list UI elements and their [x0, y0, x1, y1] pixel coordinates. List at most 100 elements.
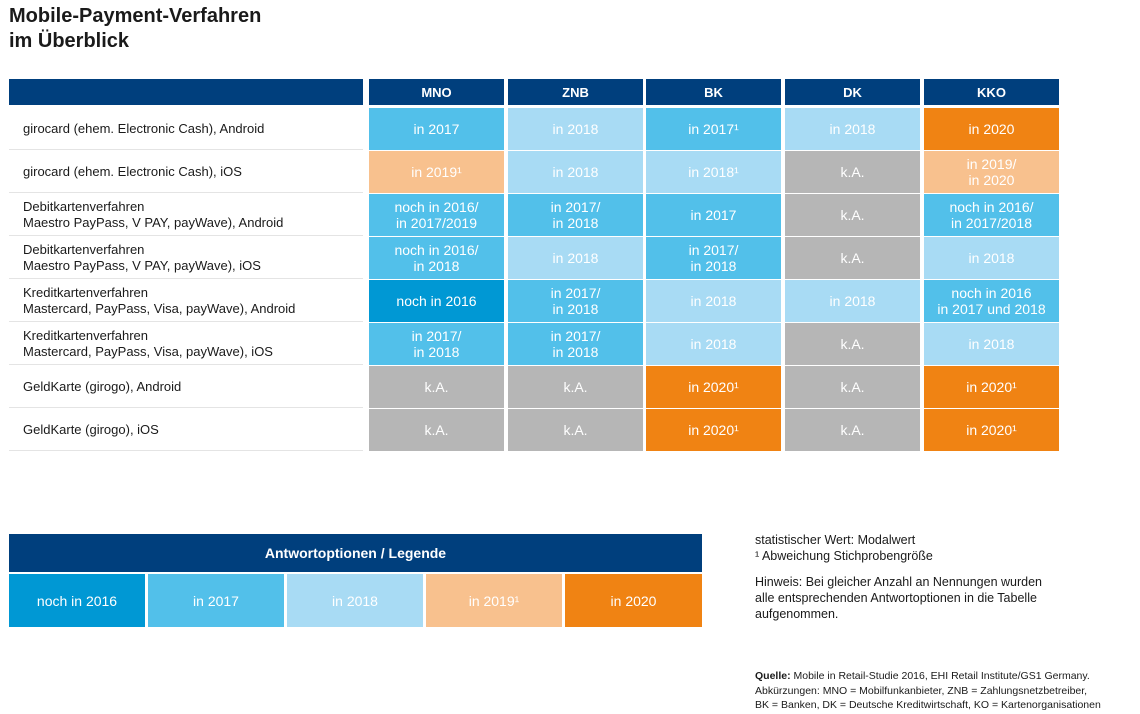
- table-cell: in 2018: [646, 280, 781, 322]
- table-cell: in 2020: [924, 108, 1059, 150]
- cell-text: in 2018: [552, 344, 599, 360]
- cell-text: in 2019¹: [411, 164, 462, 180]
- table-cell: in 2019/in 2020: [924, 151, 1059, 193]
- cell-text: in 2017/: [688, 242, 739, 258]
- table-cell: k.A.: [785, 323, 920, 365]
- row-label-line: Kreditkartenverfahren: [23, 284, 149, 300]
- table-cell: noch in 2016/in 2018: [369, 237, 504, 279]
- cell-text: noch in 2016/: [394, 242, 479, 258]
- table-cell: in 2017¹: [646, 108, 781, 150]
- cell-text: in 2017/: [411, 328, 462, 344]
- cell-text: k.A.: [840, 422, 865, 438]
- cell-text: in 2020¹: [688, 422, 739, 438]
- row-label: girocard (ehem. Electronic Cash), iOS: [9, 151, 363, 193]
- table-header-blank: [9, 79, 363, 105]
- column-header-znb: ZNB: [508, 79, 643, 105]
- page-title: Mobile-Payment-Verfahren im Überblick: [9, 4, 261, 54]
- table-cell: in 2018: [508, 108, 643, 150]
- cell-text: in 2019/: [966, 156, 1017, 172]
- table-cell: in 2017: [369, 108, 504, 150]
- cell-text: in 2017/: [550, 328, 601, 344]
- table-cell: in 2018: [508, 237, 643, 279]
- note-line: ¹ Abweichung Stichprobengröße: [755, 549, 933, 563]
- cell-text: in 2018: [552, 250, 599, 266]
- table-cell: k.A.: [369, 409, 504, 451]
- table-cell: in 2019¹: [369, 151, 504, 193]
- row-label-line: girocard (ehem. Electronic Cash), Androi…: [23, 120, 265, 136]
- row-label-line: GeldKarte (girogo), Android: [23, 378, 182, 394]
- cell-text: in 2018: [413, 344, 460, 360]
- note-spacer: [755, 564, 1042, 574]
- row-label-line: girocard (ehem. Electronic Cash), iOS: [23, 163, 242, 179]
- cell-text: in 2018: [968, 336, 1015, 352]
- row-label-line: Debitkartenverfahren: [23, 198, 145, 214]
- cell-text: in 2020¹: [966, 422, 1017, 438]
- table-cell: in 2017: [646, 194, 781, 236]
- source-line: Quelle: Mobile in Retail-Studie 2016, EH…: [755, 669, 1101, 684]
- note-line: statistischer Wert: Modalwert: [755, 533, 916, 547]
- source-label: Quelle:: [755, 670, 791, 682]
- row-label-line: Maestro PayPass, V PAY, payWave), iOS: [23, 257, 261, 273]
- source-text: Mobile in Retail-Studie 2016, EHI Retail…: [790, 670, 1090, 682]
- notes: statistischer Wert: Modalwert ¹ Abweichu…: [755, 532, 1042, 622]
- title-line-2: im Überblick: [9, 30, 130, 52]
- table-cell: in 2017/in 2018: [369, 323, 504, 365]
- cell-text: in 2018: [690, 258, 737, 274]
- cell-text: in 2017/2018: [951, 215, 1032, 231]
- table-cell: noch in 2016: [369, 280, 504, 322]
- table-cell: in 2018: [785, 280, 920, 322]
- cell-text: in 2018: [552, 121, 599, 137]
- cell-text: k.A.: [840, 250, 865, 266]
- legend-item: in 2020: [565, 574, 702, 627]
- table-cell: k.A.: [785, 366, 920, 408]
- note-line: alle entsprechenden Antwortoptionen in d…: [755, 591, 1037, 605]
- cell-text: in 2018: [690, 336, 737, 352]
- cell-text: in 2018: [829, 121, 876, 137]
- cell-text: in 2018: [552, 164, 599, 180]
- cell-text: in 2017/: [550, 285, 601, 301]
- cell-text: in 2018: [690, 293, 737, 309]
- cell-text: k.A.: [840, 336, 865, 352]
- cell-text: in 2018: [413, 258, 460, 274]
- column-header-bk: BK: [646, 79, 781, 105]
- legend-item: in 2017: [148, 574, 284, 627]
- column-header-mno: MNO: [369, 79, 504, 105]
- table-cell: in 2018¹: [646, 151, 781, 193]
- table-cell: in 2017/in 2018: [508, 280, 643, 322]
- table-cell: in 2018: [785, 108, 920, 150]
- table-cell: noch in 2016/in 2017/2019: [369, 194, 504, 236]
- row-label: girocard (ehem. Electronic Cash), Androi…: [9, 108, 363, 150]
- cell-text: k.A.: [840, 207, 865, 223]
- row-label-line: Mastercard, PayPass, Visa, payWave), And…: [23, 300, 296, 316]
- cell-text: noch in 2016/: [949, 199, 1034, 215]
- cell-text: noch in 2016: [396, 293, 477, 309]
- table-cell: noch in 2016/in 2017/2018: [924, 194, 1059, 236]
- title-line-1: Mobile-Payment-Verfahren: [9, 5, 262, 27]
- table-cell: k.A.: [785, 151, 920, 193]
- column-header-dk: DK: [785, 79, 920, 105]
- table-cell: k.A.: [369, 366, 504, 408]
- cell-text: k.A.: [424, 422, 449, 438]
- abbreviations-line: Abkürzungen: MNO = Mobilfunkanbieter, ZN…: [755, 684, 1088, 697]
- legend-item: noch in 2016: [9, 574, 145, 627]
- table-cell: k.A.: [785, 409, 920, 451]
- cell-text: k.A.: [563, 379, 588, 395]
- abbreviations-line: BK = Banken, DK = Deutsche Kreditwirtsch…: [755, 699, 1101, 711]
- row-label: Kreditkartenverfahren Mastercard, PayPass…: [9, 280, 363, 322]
- row-label: Debitkartenverfahren Maestro PayPass, V P…: [9, 237, 363, 279]
- row-label: GeldKarte (girogo), iOS: [9, 409, 363, 451]
- cell-text: in 2018: [968, 250, 1015, 266]
- table-cell: noch in 2016 in 2017 und 2018: [924, 280, 1059, 322]
- cell-text: in 2018¹: [688, 164, 739, 180]
- row-label-line: Mastercard, PayPass, Visa, payWave), iOS: [23, 343, 273, 359]
- table-cell: k.A.: [508, 366, 643, 408]
- legend-item: in 2018: [287, 574, 423, 627]
- cell-text: in 2017: [413, 121, 460, 137]
- row-label-line: Debitkartenverfahren: [23, 241, 145, 257]
- cell-text: in 2017/: [550, 199, 601, 215]
- table-cell: in 2017/in 2018: [508, 194, 643, 236]
- cell-text: noch in 2016: [951, 285, 1032, 301]
- table-cell: in 2020¹: [924, 409, 1059, 451]
- cell-text: in 2018: [829, 293, 876, 309]
- cell-text: in 2018: [552, 301, 599, 317]
